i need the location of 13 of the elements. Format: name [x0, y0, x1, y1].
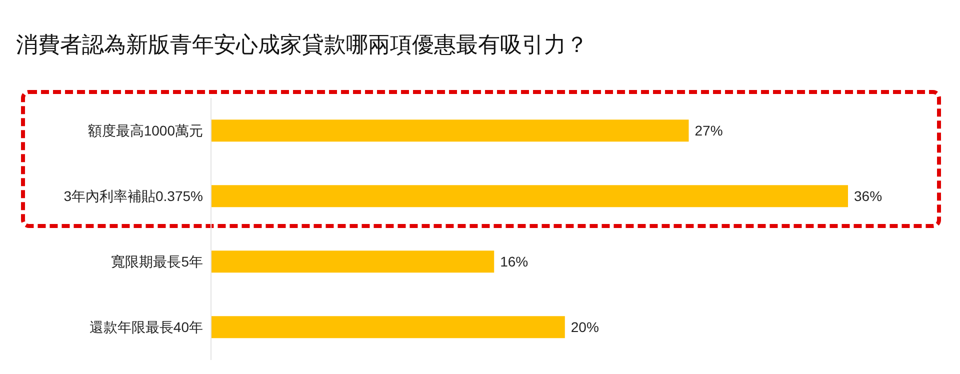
y-tick-label: 還款年限最長40年: [89, 319, 203, 336]
bar: [211, 185, 848, 208]
bar: [211, 250, 494, 273]
data-label: 20%: [570, 319, 599, 336]
data-label: 36%: [854, 188, 882, 204]
y-tick-label: 額度最高1000萬元: [88, 122, 203, 139]
bar: [211, 316, 565, 338]
data-label: 16%: [500, 254, 528, 270]
bar: [211, 120, 689, 142]
y-tick-label: 3年內利率補貼0.375%: [64, 188, 203, 204]
y-tick-label: 寬限期最長5年: [111, 254, 203, 270]
chart-title: 消費者認為新版青年安心成家貸款哪兩項優惠最有吸引力？: [16, 31, 588, 59]
data-label: 27%: [694, 122, 723, 139]
